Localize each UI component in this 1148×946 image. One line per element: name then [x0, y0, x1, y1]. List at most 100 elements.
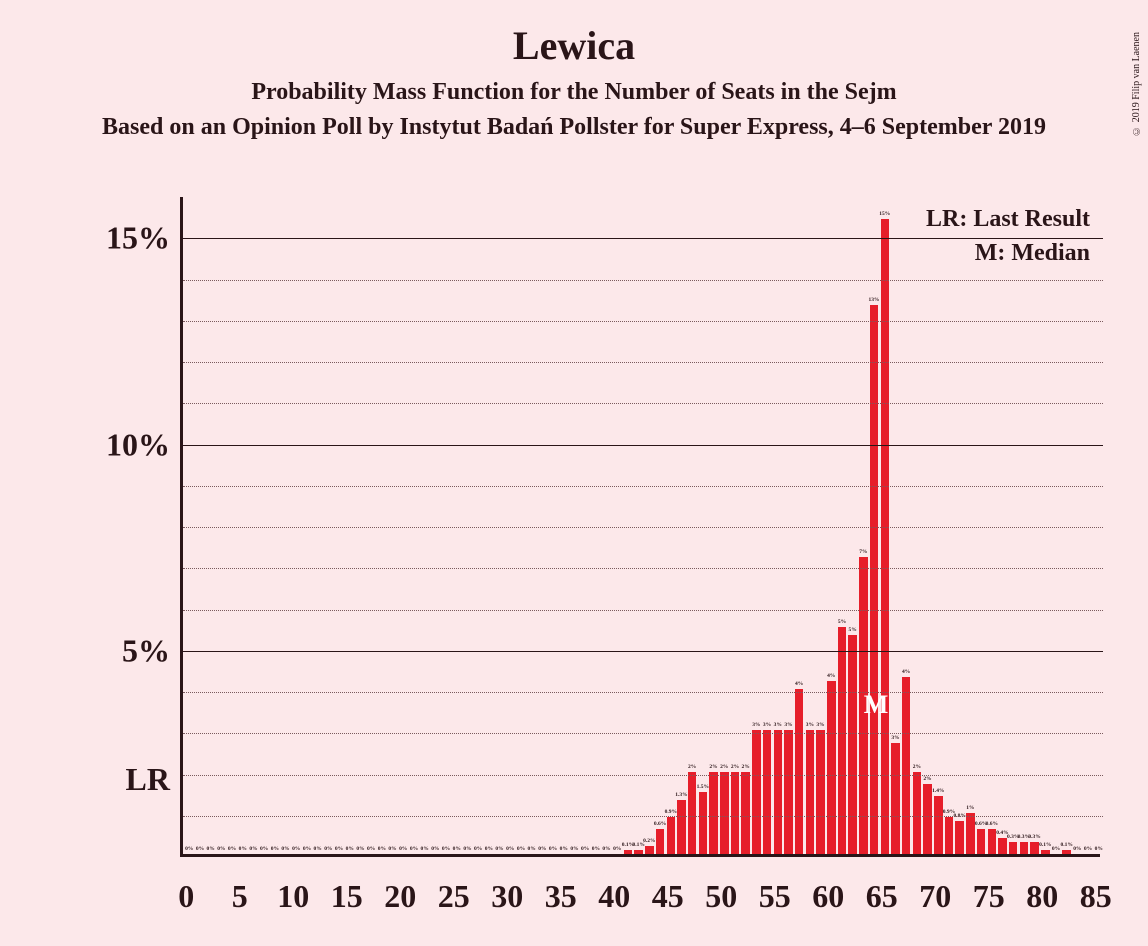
- bar: [838, 627, 847, 854]
- bar-value-label: 0%: [249, 846, 257, 852]
- bar-value-label: 15%: [879, 211, 890, 217]
- bar-value-label: 4%: [902, 669, 910, 675]
- bar: [945, 817, 954, 854]
- x-axis-label: 10: [277, 878, 309, 915]
- bar: [720, 772, 729, 855]
- bars-container: 0%0%0%0%0%0%0%0%0%0%0%0%0%0%0%0%0%0%0%0%…: [183, 194, 1103, 854]
- bar-value-label: 0.1%: [1060, 842, 1072, 848]
- bar-value-label: 4%: [795, 681, 803, 687]
- bar-value-label: 3%: [752, 722, 760, 728]
- gridline-minor: [183, 321, 1103, 322]
- gridline-minor: [183, 280, 1103, 281]
- bar-value-label: 0%: [1084, 846, 1092, 852]
- bar: [923, 784, 932, 854]
- gridline-minor: [183, 610, 1103, 611]
- bar-value-label: 0%: [442, 846, 450, 852]
- x-axis-label: 80: [1026, 878, 1058, 915]
- bar-value-label: 0%: [1095, 846, 1103, 852]
- bar-value-label: 3%: [774, 722, 782, 728]
- bar-value-label: 0.2%: [643, 838, 655, 844]
- bar-value-label: 0%: [356, 846, 364, 852]
- bar-value-label: 0%: [281, 846, 289, 852]
- bar-value-label: 0%: [1073, 846, 1081, 852]
- bar: [1020, 842, 1029, 854]
- bar-value-label: 0%: [463, 846, 471, 852]
- bar-value-label: 2%: [731, 764, 739, 770]
- bar-value-label: 4%: [827, 673, 835, 679]
- bar-value-label: 13%: [869, 297, 880, 303]
- bar: [934, 796, 943, 854]
- bar-value-label: 0%: [431, 846, 439, 852]
- bar-value-label: 0%: [410, 846, 418, 852]
- gridline-minor: [183, 568, 1103, 569]
- bar: [677, 800, 686, 854]
- bar-value-label: 0%: [399, 846, 407, 852]
- bar-value-label: 0%: [538, 846, 546, 852]
- gridline-minor: [183, 403, 1103, 404]
- bar-value-label: 0%: [271, 846, 279, 852]
- bar-value-label: 0.3%: [1028, 834, 1040, 840]
- bar-value-label: 0%: [517, 846, 525, 852]
- bar-value-label: 1.3%: [675, 792, 687, 798]
- bar: [977, 829, 986, 854]
- bar-value-label: 3%: [816, 722, 824, 728]
- bar-value-label: 0.6%: [654, 821, 666, 827]
- bar-value-label: 2%: [923, 776, 931, 782]
- bar: [806, 730, 815, 854]
- bar-value-label: 0.6%: [986, 821, 998, 827]
- bar: [784, 730, 793, 854]
- bar: [731, 772, 740, 855]
- bar: [870, 305, 879, 854]
- bar-value-label: 0%: [1052, 846, 1060, 852]
- gridline-minor: [183, 775, 1103, 776]
- bar: [1009, 842, 1018, 854]
- bar-value-label: 3%: [806, 722, 814, 728]
- gridline-major: [183, 445, 1103, 446]
- x-axis-label: 70: [919, 878, 951, 915]
- x-axis-label: 20: [384, 878, 416, 915]
- bar: [752, 730, 761, 854]
- x-axis-label: 30: [491, 878, 523, 915]
- bar-value-label: 0.9%: [665, 809, 677, 815]
- bar: [667, 817, 676, 854]
- bar: [634, 850, 643, 854]
- bar: [881, 219, 890, 854]
- x-axis-label: 15: [331, 878, 363, 915]
- bar-value-label: 1.4%: [932, 788, 944, 794]
- gridline-minor: [183, 527, 1103, 528]
- bar-value-label: 0%: [495, 846, 503, 852]
- bar-value-label: 1.5%: [697, 784, 709, 790]
- x-axis-label: 0: [178, 878, 194, 915]
- bar-value-label: 0%: [324, 846, 332, 852]
- bar: [902, 677, 911, 854]
- x-axis-label: 25: [438, 878, 470, 915]
- bar-value-label: 0%: [346, 846, 354, 852]
- x-axis: 0510152025303540455055606570758085: [180, 864, 1100, 914]
- bar: [988, 829, 997, 854]
- bar-value-label: 0%: [196, 846, 204, 852]
- bar-value-label: 0%: [549, 846, 557, 852]
- bar: [741, 772, 750, 855]
- chart-subtitle-1: Probability Mass Function for the Number…: [0, 79, 1148, 106]
- bar-value-label: 0%: [528, 846, 536, 852]
- bar: [891, 743, 900, 854]
- x-axis-label: 65: [866, 878, 898, 915]
- x-axis-label: 75: [973, 878, 1005, 915]
- bar-value-label: 0%: [185, 846, 193, 852]
- bar-value-label: 0%: [207, 846, 215, 852]
- x-axis-label: 35: [545, 878, 577, 915]
- bar-value-label: 0%: [239, 846, 247, 852]
- gridline-minor: [183, 486, 1103, 487]
- bar-value-label: 0%: [388, 846, 396, 852]
- gridline-minor: [183, 362, 1103, 363]
- bar-value-label: 5%: [849, 627, 857, 633]
- x-axis-label: 45: [652, 878, 684, 915]
- bar-value-label: 0.1%: [1039, 842, 1051, 848]
- gridline-minor: [183, 733, 1103, 734]
- bar: [848, 635, 857, 854]
- x-axis-label: 40: [598, 878, 630, 915]
- bar: [624, 850, 633, 854]
- gridline-minor: [183, 816, 1103, 817]
- bar: [709, 772, 718, 855]
- bar-value-label: 0%: [560, 846, 568, 852]
